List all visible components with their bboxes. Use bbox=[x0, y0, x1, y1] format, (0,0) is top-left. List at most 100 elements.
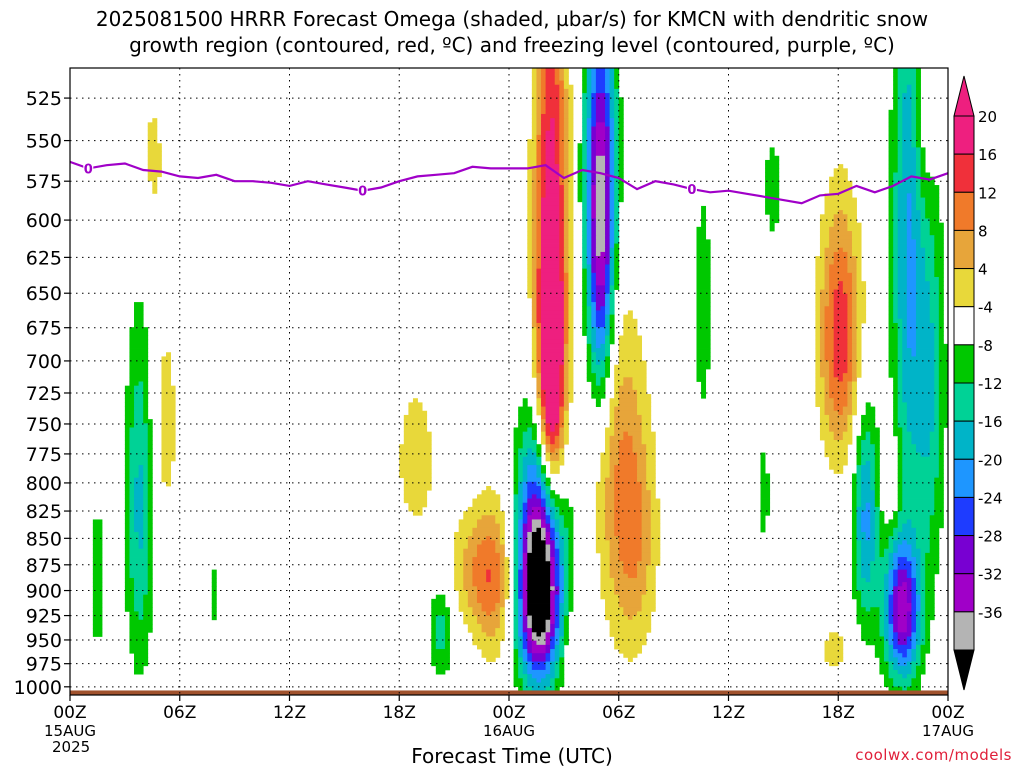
omega-cell bbox=[591, 297, 597, 303]
y-tick-label: 725 bbox=[26, 383, 62, 405]
colorbar-label: -28 bbox=[978, 528, 1003, 546]
omega-cell bbox=[934, 486, 944, 491]
omega-shading bbox=[92, 68, 949, 696]
omega-cell bbox=[819, 297, 830, 303]
omega-cell bbox=[568, 603, 574, 608]
omega-cell bbox=[614, 88, 620, 94]
omega-cell bbox=[641, 481, 647, 487]
omega-cell bbox=[554, 80, 565, 86]
omega-cell bbox=[504, 561, 510, 566]
omega-cell bbox=[938, 410, 949, 416]
colorbar-label: -20 bbox=[978, 451, 1003, 469]
omega-cell bbox=[696, 264, 711, 270]
omega-cell bbox=[609, 243, 615, 249]
omega-cell bbox=[614, 159, 620, 165]
omega-cell bbox=[536, 193, 542, 198]
omega-cell bbox=[888, 598, 894, 604]
omega-cell bbox=[531, 322, 537, 328]
omega-cell bbox=[605, 68, 610, 73]
omega-cell bbox=[641, 594, 656, 600]
omega-cell bbox=[614, 381, 624, 387]
omega-cell bbox=[897, 168, 903, 173]
omega-cell bbox=[614, 410, 638, 416]
omega-cell bbox=[915, 586, 921, 591]
omega-cell bbox=[559, 101, 565, 107]
omega-cell bbox=[134, 486, 144, 491]
omega-cell bbox=[760, 465, 766, 470]
omega-cell bbox=[897, 565, 912, 570]
omega-cell bbox=[554, 665, 560, 671]
omega-cell bbox=[605, 310, 610, 316]
omega-cell bbox=[897, 573, 908, 579]
omega-cell bbox=[147, 552, 153, 558]
omega-cell bbox=[605, 281, 610, 286]
omega-cell bbox=[143, 603, 153, 608]
omega-cell bbox=[403, 427, 428, 433]
omega-cell bbox=[591, 335, 597, 341]
omega-cell bbox=[769, 218, 780, 224]
omega-cell bbox=[403, 494, 428, 499]
omega-cell bbox=[829, 427, 848, 433]
omega-cell bbox=[614, 465, 638, 470]
omega-cell bbox=[595, 176, 606, 182]
omega-cell bbox=[536, 285, 542, 290]
omega-cell bbox=[618, 444, 633, 449]
omega-cell bbox=[897, 68, 917, 73]
omega-cell bbox=[906, 582, 912, 587]
omega-cell bbox=[124, 440, 130, 445]
omega-cell bbox=[211, 577, 217, 583]
omega-cell bbox=[623, 318, 638, 324]
omega-cell bbox=[563, 189, 569, 194]
omega-cell bbox=[600, 460, 611, 466]
omega-cell bbox=[609, 231, 615, 236]
omega-cell bbox=[582, 302, 588, 307]
omega-cell bbox=[458, 590, 469, 596]
omega-cell bbox=[513, 565, 519, 570]
omega-cell bbox=[541, 490, 546, 495]
omega-cell bbox=[851, 281, 857, 286]
omega-cell bbox=[559, 569, 565, 575]
omega-cell bbox=[531, 235, 537, 240]
omega-cell bbox=[522, 536, 528, 541]
omega-cell bbox=[851, 506, 857, 512]
omega-cell bbox=[595, 180, 606, 186]
omega-cell bbox=[531, 435, 537, 441]
omega-cell bbox=[582, 277, 588, 282]
omega-cell bbox=[618, 544, 643, 550]
omega-cell bbox=[870, 486, 876, 491]
omega-cell bbox=[550, 469, 560, 474]
omega-cell bbox=[582, 218, 588, 224]
omega-cell bbox=[129, 506, 135, 512]
omega-cell bbox=[147, 122, 158, 127]
omega-cell bbox=[541, 239, 560, 244]
omega-cell bbox=[920, 590, 926, 596]
omega-cell bbox=[819, 435, 835, 441]
y-tick-label: 950 bbox=[26, 630, 62, 652]
omega-cell bbox=[861, 569, 871, 575]
omega-cell bbox=[595, 289, 606, 295]
omega-cell bbox=[605, 264, 610, 270]
omega-cell bbox=[696, 348, 711, 353]
omega-cell bbox=[938, 297, 944, 303]
omega-cell bbox=[536, 172, 542, 178]
omega-cell bbox=[605, 297, 610, 303]
omega-cell bbox=[883, 636, 889, 642]
omega-cell bbox=[586, 118, 592, 123]
omega-cell bbox=[925, 214, 940, 219]
omega-cell bbox=[124, 590, 135, 596]
omega-cell bbox=[563, 297, 569, 303]
omega-cell bbox=[563, 251, 569, 257]
omega-cell bbox=[614, 239, 620, 244]
omega-cell bbox=[541, 155, 546, 161]
omega-cell bbox=[147, 143, 162, 148]
omega-cell bbox=[522, 540, 528, 545]
omega-cell bbox=[600, 465, 611, 470]
omega-cell bbox=[929, 444, 940, 449]
omega-cell bbox=[545, 665, 551, 671]
omega-cell bbox=[618, 557, 643, 562]
omega-cell bbox=[632, 435, 643, 441]
omega-cell bbox=[124, 552, 130, 558]
omega-cell bbox=[134, 661, 149, 667]
omega-cell bbox=[838, 281, 844, 286]
omega-cell bbox=[472, 573, 487, 579]
